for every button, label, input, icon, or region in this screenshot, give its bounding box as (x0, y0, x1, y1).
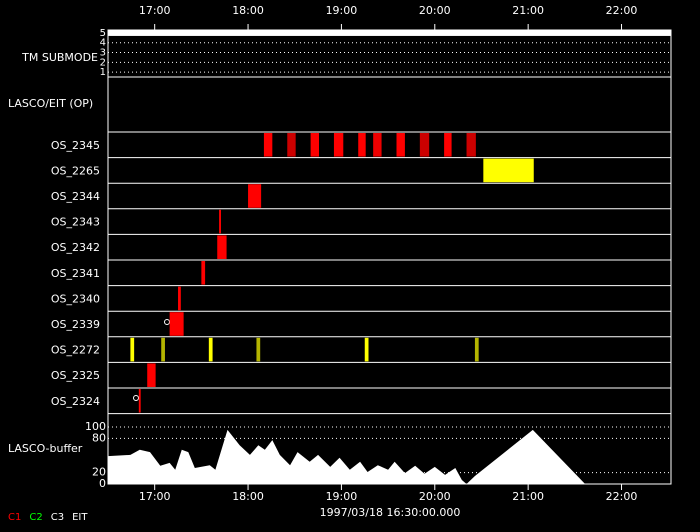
submode-band (108, 29, 671, 36)
interval-bar (466, 133, 476, 157)
x-tick-label: 21:00 (512, 490, 544, 503)
x-tick-label: 22:00 (606, 490, 638, 503)
interval-bar (364, 337, 369, 362)
interval-bar (358, 133, 366, 157)
x-tick-label: 20:00 (419, 490, 451, 503)
marker (133, 395, 139, 401)
row-label: OS_2272 (51, 344, 100, 357)
interval-bar (256, 337, 261, 362)
interval-bar (444, 133, 452, 157)
y-tick-label: 5 (100, 28, 106, 39)
submode-label: TM SUBMODE (21, 51, 98, 64)
interval-bar (219, 209, 221, 234)
legend-entry: C3 (51, 512, 64, 523)
interval-bar (474, 337, 479, 362)
interval-bar (287, 133, 296, 157)
interval-bar (130, 337, 135, 362)
interval-bar (419, 133, 430, 157)
x-tick-label: 21:00 (512, 4, 544, 17)
row-label: OS_2342 (51, 241, 100, 254)
interval-bar (248, 184, 262, 208)
y-tick-label: 4 (100, 38, 106, 49)
y-tick-label: 0 (99, 477, 106, 490)
x-tick-label: 20:00 (419, 4, 451, 17)
buffer-area (108, 429, 671, 484)
interval-bar (147, 363, 156, 387)
plot-frame (107, 29, 672, 485)
row-label: OS_2345 (51, 139, 100, 152)
interval-bar (178, 286, 181, 311)
interval-bar (263, 133, 273, 157)
legend-entry: C1 (8, 512, 21, 523)
interval-bar (483, 158, 534, 183)
x-tick-label: 22:00 (606, 4, 638, 17)
x-tick-label: 17:00 (139, 490, 171, 503)
y-tick-label: 80 (92, 431, 106, 444)
buffer-label: LASCO-buffer (8, 442, 83, 455)
x-tick-label: 18:00 (232, 4, 264, 17)
legend-entry: EIT (72, 512, 88, 523)
y-tick-label: 100 (85, 420, 106, 433)
x-tick-label: 17:00 (139, 4, 171, 17)
interval-bar (161, 337, 165, 362)
interval-bar (217, 235, 227, 259)
row-label: OS_2341 (51, 267, 100, 280)
x-tick-label: 19:00 (326, 490, 358, 503)
interval-bar (169, 312, 184, 336)
interval-bar (201, 261, 206, 285)
interval-bar (396, 133, 405, 157)
y-tick-label: 2 (100, 57, 106, 68)
section-label: LASCO/EIT (OP) (8, 97, 93, 110)
interval-bar (138, 389, 141, 413)
interval-bar (208, 337, 213, 362)
row-label: OS_2265 (51, 164, 100, 177)
marker (164, 319, 170, 325)
x-axis-label: 1997/03/18 16:30:00.000 (320, 506, 461, 519)
row-label: OS_2340 (51, 292, 100, 305)
y-tick-label: 1 (100, 67, 106, 78)
interval-bar (333, 133, 344, 157)
row-label: OS_2325 (51, 369, 100, 382)
legend-entry: C2 (29, 512, 42, 523)
x-tick-label: 18:00 (232, 490, 264, 503)
y-tick-label: 20 (92, 466, 106, 479)
row-label: OS_2344 (51, 190, 100, 203)
row-label: OS_2339 (51, 318, 100, 331)
y-tick-label: 3 (100, 48, 106, 59)
x-tick-label: 19:00 (326, 4, 358, 17)
interval-bar (310, 133, 320, 157)
interval-bar (373, 133, 382, 157)
row-label: OS_2343 (51, 216, 100, 229)
row-label: OS_2324 (51, 395, 100, 408)
